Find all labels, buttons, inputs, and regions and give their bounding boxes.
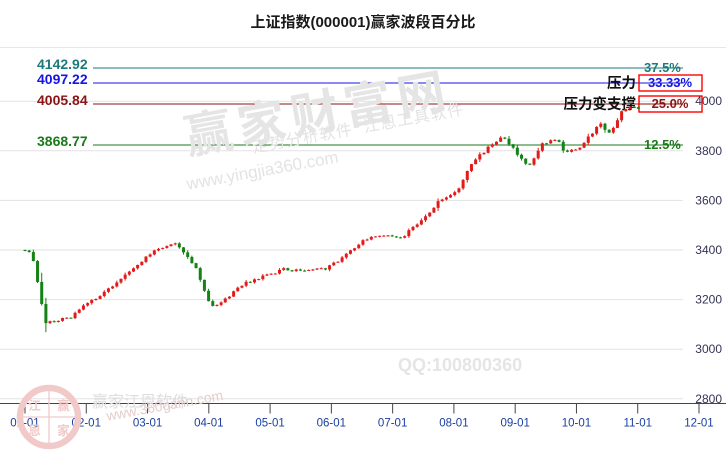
svg-text:10-01: 10-01 xyxy=(562,418,591,430)
svg-text:12.5%: 12.5% xyxy=(644,137,681,152)
svg-text:07-01: 07-01 xyxy=(378,418,407,430)
svg-text:4097.22: 4097.22 xyxy=(37,71,88,87)
svg-text:3600: 3600 xyxy=(695,193,722,207)
svg-text:05-01: 05-01 xyxy=(255,418,284,430)
svg-text:03-01: 03-01 xyxy=(133,418,162,430)
svg-text:赢: 赢 xyxy=(57,398,70,413)
svg-text:06-01: 06-01 xyxy=(317,418,346,430)
svg-text:3868.77: 3868.77 xyxy=(37,133,88,149)
svg-text:4005.84: 4005.84 xyxy=(37,92,88,108)
svg-text:33.33%: 33.33% xyxy=(648,75,693,90)
svg-text:恩: 恩 xyxy=(28,424,41,438)
svg-text:家: 家 xyxy=(57,423,70,438)
svg-text:04-01: 04-01 xyxy=(194,418,223,430)
svg-text:3800: 3800 xyxy=(695,144,722,158)
svg-text:37.5%: 37.5% xyxy=(644,60,681,75)
svg-text:08-01: 08-01 xyxy=(439,418,468,430)
svg-text:压力: 压力 xyxy=(607,75,636,92)
svg-text:3400: 3400 xyxy=(695,243,722,257)
svg-text:江: 江 xyxy=(28,399,41,413)
svg-text:09-01: 09-01 xyxy=(500,418,529,430)
svg-text:12-01: 12-01 xyxy=(684,418,713,430)
svg-text:11-01: 11-01 xyxy=(623,418,652,430)
svg-text:4142.92: 4142.92 xyxy=(37,56,88,72)
svg-text:3200: 3200 xyxy=(695,293,722,307)
svg-text:25.0%: 25.0% xyxy=(652,96,689,111)
svg-text:3000: 3000 xyxy=(695,342,722,356)
